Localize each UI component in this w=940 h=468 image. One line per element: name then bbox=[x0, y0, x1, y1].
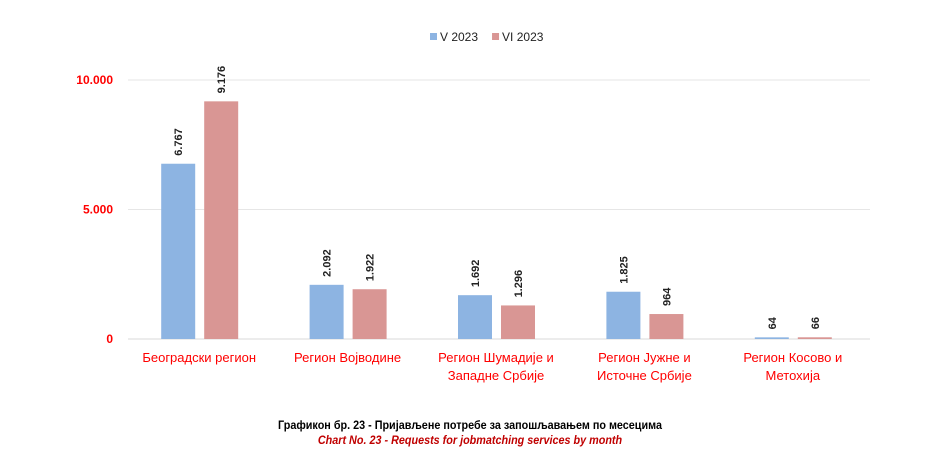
bar bbox=[309, 284, 344, 339]
x-tick-label: Источне Србије bbox=[597, 368, 692, 383]
x-tick-label: Регион Јужне и bbox=[598, 350, 690, 365]
data-label: 2.092 bbox=[322, 249, 334, 277]
bar bbox=[204, 101, 239, 339]
y-tick-label: 5.000 bbox=[83, 203, 113, 217]
x-tick-label: Регион Војводине bbox=[294, 350, 401, 365]
y-tick-label: 0 bbox=[106, 332, 113, 346]
legend-swatch bbox=[492, 33, 500, 40]
data-label: 1.922 bbox=[365, 254, 377, 282]
bar bbox=[754, 337, 789, 339]
x-tick-label: Западне Србије bbox=[448, 368, 544, 383]
data-label: 6.767 bbox=[173, 128, 185, 156]
bar bbox=[352, 289, 387, 339]
data-label: 64 bbox=[767, 316, 779, 329]
caption-serbian: Графикон бр. 23 - Пријављене потребе за … bbox=[278, 418, 662, 432]
x-tick-label: Регион Косово и bbox=[743, 350, 842, 365]
data-label: 1.296 bbox=[513, 270, 525, 298]
bar bbox=[161, 163, 196, 339]
bar bbox=[458, 295, 492, 339]
data-label: 964 bbox=[661, 287, 673, 306]
x-tick-label: Метохија bbox=[766, 368, 821, 383]
bar bbox=[649, 314, 684, 339]
data-label: 1.692 bbox=[470, 260, 482, 288]
x-tick-label: Регион Шумадије и bbox=[438, 350, 554, 365]
legend-label: VI 2023 bbox=[502, 30, 544, 44]
data-label: 66 bbox=[810, 317, 822, 329]
bar bbox=[501, 305, 535, 339]
data-label: 9.176 bbox=[216, 66, 228, 94]
y-tick-label: 10.000 bbox=[76, 73, 113, 87]
legend-swatch bbox=[430, 33, 437, 40]
caption-english: Chart No. 23 - Requests for jobmatching … bbox=[317, 433, 623, 447]
data-label: 1.825 bbox=[618, 256, 630, 284]
bar bbox=[797, 337, 832, 339]
legend-label: V 2023 bbox=[440, 30, 478, 44]
bar bbox=[606, 291, 641, 339]
bar-chart: 0 5.000 10.000 6.767 9.176 Београдски регион 2… bbox=[76, 30, 870, 383]
x-tick-label: Београдски регион bbox=[142, 350, 256, 365]
